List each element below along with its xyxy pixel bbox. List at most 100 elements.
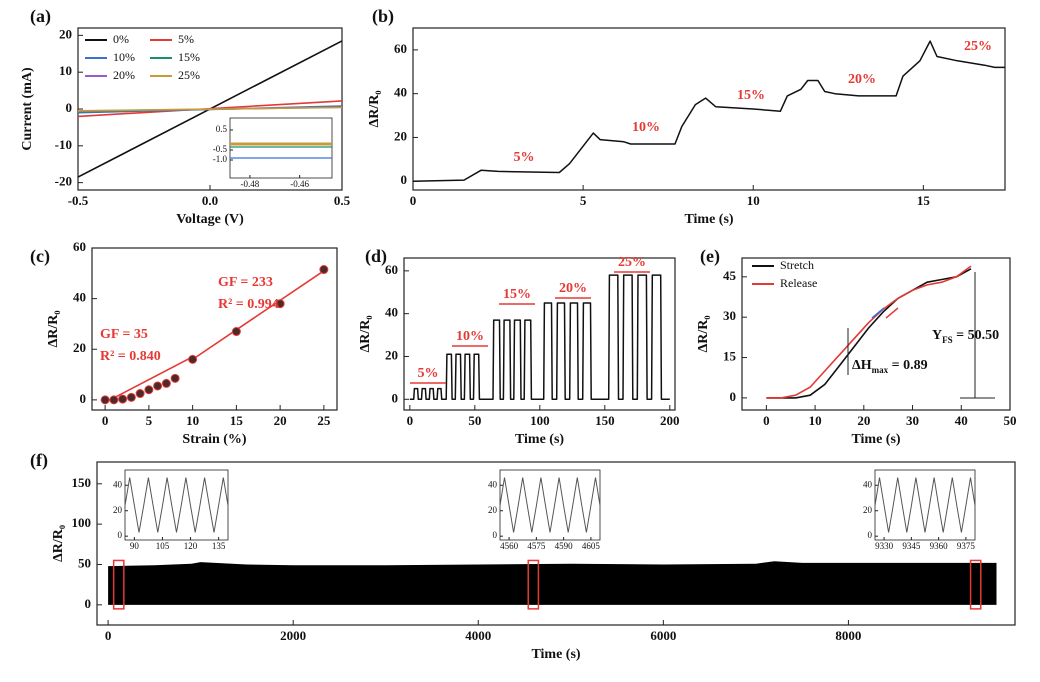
annotation-arrow — [885, 307, 899, 319]
x-tick-label: 6000 — [650, 628, 676, 643]
inset-line — [124, 477, 229, 533]
annotation: GF = 233 — [218, 275, 273, 290]
y-tick-label: 20 — [488, 505, 498, 515]
annotation: 10% — [456, 329, 484, 344]
x-tick-label: 15 — [917, 193, 931, 208]
x-tick-label: 40 — [955, 413, 968, 428]
annotation: 5% — [514, 150, 535, 165]
data-point — [161, 378, 171, 388]
data-line — [766, 265, 972, 399]
x-tick-label: 5 — [580, 193, 587, 208]
legend-label: 0% — [113, 32, 129, 46]
annotation-arrow — [871, 307, 885, 319]
x-tick-label: 8000 — [835, 628, 861, 643]
x-tick-label: 15 — [230, 413, 244, 428]
annotation: GF = 35 — [100, 327, 148, 342]
y-tick-label: -20 — [55, 174, 72, 189]
data-point — [118, 394, 128, 404]
y-tick-label: 0 — [730, 389, 737, 404]
annotation-part: = 0.89 — [888, 358, 927, 373]
annotation: R² = 0.840 — [100, 349, 161, 364]
data-point — [188, 354, 198, 364]
y-tick-label: -1.0 — [213, 154, 228, 164]
annotation: 15% — [503, 287, 531, 302]
y-tick-label: -10 — [55, 137, 72, 152]
y-axis-label: Current (mA) — [20, 67, 35, 151]
annotation: 10% — [632, 120, 660, 135]
x-tick-label: 200 — [660, 413, 680, 428]
y-axis-label: ΔR/R₀ — [51, 525, 66, 562]
data-area — [108, 561, 997, 605]
x-axis-label: Time (s) — [531, 647, 580, 662]
x-tick-label: 0 — [102, 413, 109, 428]
x-tick-label: 135 — [212, 541, 226, 551]
annotation-part: = 50.50 — [953, 328, 999, 343]
annotation: R² = 0.994 — [218, 297, 279, 312]
y-tick-label: 150 — [72, 475, 92, 490]
y-tick-label: 0 — [118, 530, 123, 540]
x-tick-label: 0.5 — [334, 193, 351, 208]
y-tick-label: 45 — [723, 268, 737, 283]
x-tick-label: 150 — [595, 413, 615, 428]
y-axis-label: ΔR/R₀ — [696, 315, 711, 352]
data-line — [77, 106, 343, 112]
data-point — [170, 373, 180, 383]
y-tick-label: 20 — [385, 347, 398, 362]
data-point — [109, 395, 119, 405]
x-axis-label: Time (s) — [684, 212, 733, 227]
x-tick-label: -0.5 — [68, 193, 89, 208]
plot-frame — [403, 257, 676, 411]
x-tick-label: 0 — [763, 413, 770, 428]
highlight-box — [969, 559, 982, 610]
data-point — [319, 265, 329, 275]
x-tick-label: 4575 — [527, 541, 546, 551]
panel-label: (a) — [30, 6, 51, 27]
annotation-part: FS — [942, 335, 953, 345]
highlight-box — [527, 559, 540, 610]
y-tick-label: 20 — [394, 128, 407, 143]
x-tick-label: 4590 — [555, 541, 574, 551]
x-tick-label: 105 — [156, 541, 170, 551]
x-tick-label: 100 — [530, 413, 550, 428]
y-tick-label: 20 — [863, 505, 873, 515]
x-axis-label: Time (s) — [515, 432, 564, 447]
x-tick-label: 2000 — [280, 628, 306, 643]
fit-line — [104, 356, 193, 404]
y-tick-label: 60 — [73, 239, 86, 254]
x-tick-label: -0.46 — [290, 179, 309, 189]
x-tick-label: 9345 — [902, 541, 921, 551]
x-tick-label: 9375 — [957, 541, 976, 551]
y-tick-label: 60 — [394, 41, 407, 56]
y-tick-label: 20 — [73, 340, 86, 355]
legend-label: Release — [780, 276, 817, 290]
panel-label: (c) — [30, 246, 50, 267]
data-line — [412, 40, 1005, 182]
legend-label: 5% — [178, 32, 194, 46]
inset-frame — [229, 117, 333, 179]
x-tick-label: 0 — [105, 628, 112, 643]
x-tick-label: 10 — [186, 413, 199, 428]
legend-label: 10% — [113, 50, 135, 64]
x-axis-label: Voltage (V) — [176, 212, 244, 227]
inset-frame — [874, 469, 976, 541]
data-point — [275, 299, 285, 309]
y-tick-label: 15 — [723, 349, 737, 364]
x-tick-label: 4605 — [582, 541, 601, 551]
highlight-box — [112, 559, 125, 610]
annotation-part: Y — [932, 328, 942, 343]
data-line — [766, 268, 972, 399]
y-tick-label: 0 — [392, 390, 399, 405]
x-tick-label: 5 — [146, 413, 153, 428]
x-tick-label: 50 — [468, 413, 481, 428]
y-tick-label: 20 — [59, 26, 72, 41]
x-tick-label: 0 — [407, 413, 414, 428]
x-tick-label: 4000 — [465, 628, 491, 643]
x-tick-label: 4560 — [500, 541, 519, 551]
annotation: 25% — [964, 39, 992, 54]
annotation: 20% — [848, 72, 876, 87]
y-tick-label: 100 — [72, 515, 92, 530]
x-tick-label: 20 — [857, 413, 870, 428]
legend-label: 15% — [178, 50, 200, 64]
y-tick-label: 0 — [868, 530, 873, 540]
